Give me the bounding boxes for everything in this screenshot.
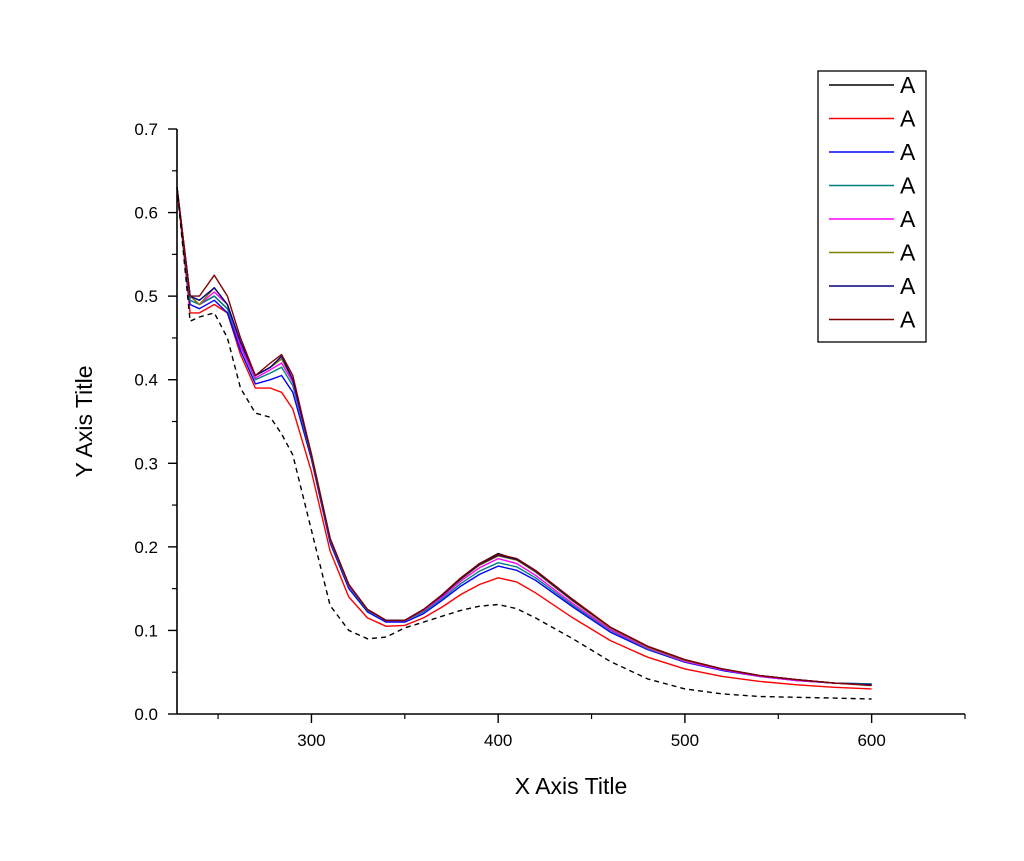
y-tick-label: 0.2: [134, 538, 158, 557]
legend-label: A: [900, 307, 916, 333]
legend-label: A: [900, 173, 916, 199]
series-line-9: [176, 187, 872, 700]
series-line-2: [176, 187, 872, 690]
x-tick-label: 400: [484, 731, 512, 750]
plot-area: [176, 187, 872, 700]
series-line-3: [176, 187, 872, 685]
y-tick-label: 0.7: [134, 120, 158, 139]
x-tick-label: 500: [671, 731, 699, 750]
axes: 300 400 500 600 0.0 0.1 0.2 0.3 0.4 0.5 0.6 0.7: [134, 120, 966, 750]
x-tick-label: 300: [297, 731, 325, 750]
y-axis-title: Y Axis Title: [71, 365, 97, 477]
y-tick-label: 0.3: [134, 454, 158, 473]
series-line-5: [176, 187, 872, 686]
series-line-6: [176, 187, 872, 686]
legend-label: A: [900, 273, 916, 299]
y-tick-label: 0.4: [134, 371, 158, 390]
series-line-4: [176, 187, 872, 685]
legend-label: A: [900, 206, 916, 232]
series-line-1: [176, 187, 872, 686]
series-line-8: [176, 187, 872, 687]
y-tick-label: 0.0: [134, 705, 158, 724]
x-axis-title: X Axis Title: [515, 773, 627, 799]
y-tick-label: 0.5: [134, 287, 158, 306]
x-ticks: 300 400 500 600: [217, 714, 966, 750]
series-line-7: [176, 187, 872, 686]
legend-label: A: [900, 106, 916, 132]
legend-label: A: [900, 72, 916, 98]
legend-label: A: [900, 240, 916, 266]
y-tick-label: 0.1: [134, 621, 158, 640]
legend-label: A: [900, 139, 916, 165]
y-ticks: 0.0 0.1 0.2 0.3 0.4 0.5 0.6 0.7: [134, 120, 177, 724]
x-tick-label: 600: [857, 731, 885, 750]
legend-box: [817, 70, 927, 343]
y-tick-label: 0.6: [134, 204, 158, 223]
